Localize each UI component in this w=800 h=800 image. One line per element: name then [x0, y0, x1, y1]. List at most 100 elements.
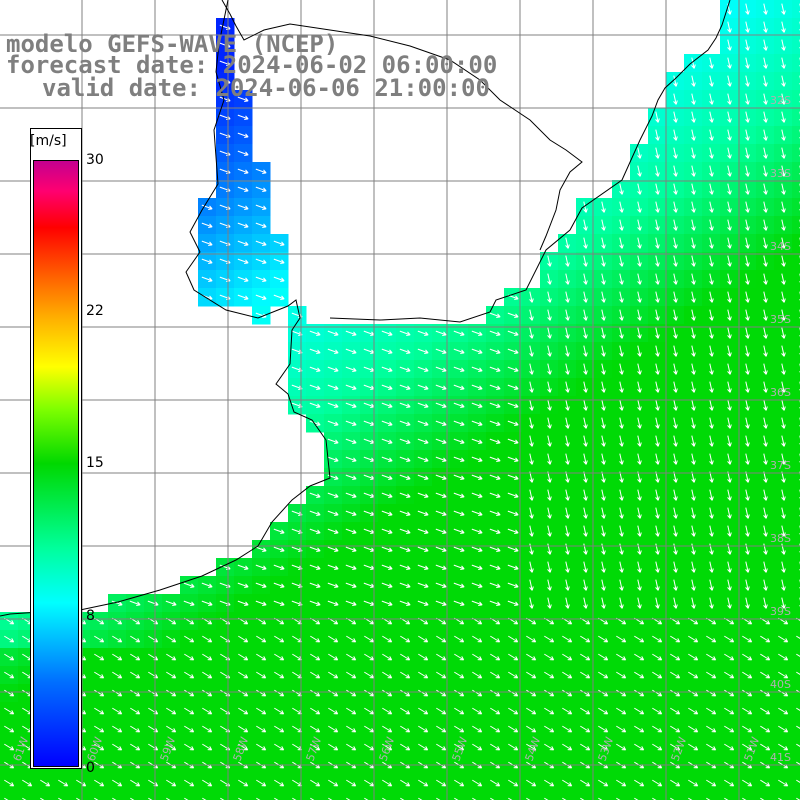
wind-arrow [565, 435, 570, 447]
wind-arrow [727, 57, 732, 69]
wind-arrow [745, 345, 750, 357]
wind-arrow [255, 186, 267, 192]
wind-arrow [655, 237, 660, 249]
wind-arrow [310, 689, 321, 697]
wind-arrow [637, 381, 642, 393]
wind-arrow [781, 363, 786, 375]
wind-arrow [490, 779, 501, 787]
wind-speed-cell [792, 702, 800, 721]
colorbar-tick-30: 30 [86, 152, 104, 168]
wind-arrow [547, 561, 552, 573]
wind-arrow [619, 201, 624, 213]
wind-arrow [562, 635, 573, 643]
wind-arrow [310, 725, 321, 733]
wind-arrow [601, 417, 606, 429]
wind-arrow [634, 653, 645, 661]
wind-arrow [652, 689, 663, 697]
wind-arrow [399, 384, 411, 390]
lat-tick-label: 39S [770, 605, 791, 618]
wind-arrow [601, 453, 606, 465]
wind-arrow [490, 671, 501, 679]
wind-arrow [183, 582, 195, 588]
wind-arrow [598, 707, 609, 715]
wind-arrow [781, 543, 786, 555]
wind-arrow [619, 237, 624, 249]
wind-arrow [399, 564, 411, 570]
wind-arrow [583, 597, 588, 609]
wind-arrow [166, 779, 177, 787]
wind-arrow [583, 453, 588, 465]
wind-arrow [673, 363, 678, 375]
wind-arrow [327, 438, 339, 444]
wind-arrow [580, 635, 591, 643]
wind-arrow [763, 111, 768, 123]
wind-arrow [274, 635, 285, 643]
wind-speed-cell [792, 684, 800, 703]
wind-arrow [507, 312, 519, 318]
wind-arrow [255, 294, 267, 300]
wind-arrow [781, 435, 786, 447]
wind-arrow [417, 546, 429, 552]
wind-arrow [399, 348, 411, 354]
wind-arrow [709, 381, 714, 393]
wind-arrow [345, 582, 357, 588]
wind-arrow [745, 75, 750, 87]
wind-arrow [436, 689, 447, 697]
wind-arrow [691, 453, 696, 465]
wind-arrow [417, 510, 429, 516]
wind-arrow [709, 147, 714, 159]
wind-arrow [547, 399, 552, 411]
wind-arrow [130, 743, 141, 751]
wind-arrow [166, 671, 177, 679]
wind-arrow [781, 219, 786, 231]
wind-arrow [763, 3, 768, 15]
wind-speed-cell [792, 774, 800, 793]
wind-arrow [781, 399, 786, 411]
wind-arrow [709, 75, 714, 87]
wind-arrow [489, 474, 501, 480]
wind-arrow [529, 525, 534, 537]
wind-arrow [652, 779, 663, 787]
wind-arrow [745, 597, 750, 609]
wind-arrow [727, 93, 732, 105]
wind-arrow [709, 129, 714, 141]
wind-arrow [745, 507, 750, 519]
wind-arrow [727, 597, 732, 609]
wind-arrow [709, 543, 714, 555]
wind-arrow [454, 671, 465, 679]
wind-arrow [328, 725, 339, 733]
wind-speed-cell [306, 792, 325, 800]
wind-arrow [781, 39, 786, 51]
wind-arrow [670, 779, 681, 787]
wind-arrow [565, 363, 570, 375]
wind-speed-cell [792, 108, 800, 127]
wind-arrow [709, 327, 714, 339]
wind-arrow [454, 689, 465, 697]
wind-speed-cell [108, 792, 127, 800]
wind-arrow [691, 75, 696, 87]
wind-arrow [435, 438, 447, 444]
wind-arrow [508, 779, 519, 787]
wind-arrow [619, 525, 624, 537]
wind-speed-cell [792, 558, 800, 577]
wind-arrow [435, 366, 447, 372]
wind-arrow [399, 492, 411, 498]
wind-arrow [763, 165, 768, 177]
wind-arrow [778, 671, 789, 679]
wind-arrow [309, 366, 321, 372]
wind-arrow [742, 779, 753, 787]
wind-arrow [40, 779, 51, 787]
wind-arrow [184, 653, 195, 661]
wind-arrow [201, 204, 213, 210]
wind-arrow [399, 456, 411, 462]
wind-speed-cell [720, 792, 739, 800]
wind-arrow [166, 743, 177, 751]
wind-arrow [435, 600, 447, 606]
wind-arrow [763, 363, 768, 375]
wind-arrow [529, 507, 534, 519]
wind-arrow [310, 635, 321, 643]
wind-arrow [274, 671, 285, 679]
wind-speed-cell [792, 126, 800, 145]
wind-arrow [238, 725, 249, 733]
wind-arrow [202, 689, 213, 697]
